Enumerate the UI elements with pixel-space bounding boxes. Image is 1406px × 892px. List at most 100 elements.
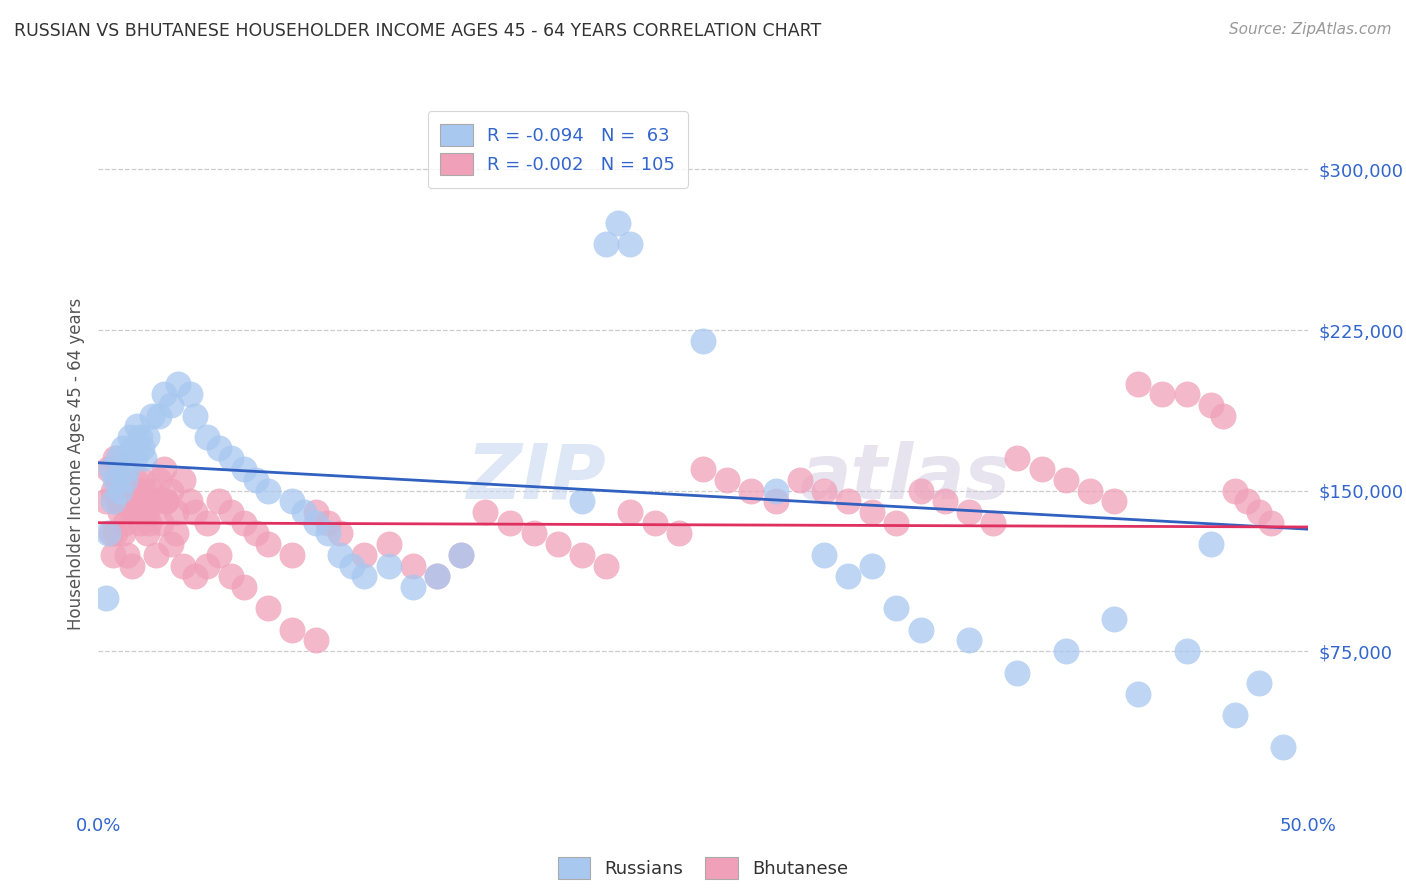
Point <box>101 548 124 562</box>
Point <box>1199 537 1222 551</box>
Point <box>172 473 194 487</box>
Text: RUSSIAN VS BHUTANESE HOUSEHOLDER INCOME AGES 45 - 64 YEARS CORRELATION CHART: RUSSIAN VS BHUTANESE HOUSEHOLDER INCOME … <box>14 22 821 40</box>
Point <box>184 409 207 423</box>
Point <box>94 494 117 508</box>
Point <box>1175 644 1198 658</box>
Point <box>692 462 714 476</box>
Point <box>100 462 122 476</box>
Point <box>131 473 153 487</box>
Point <box>208 494 231 508</box>
Point <box>131 441 153 455</box>
Point <box>184 505 207 519</box>
Point <box>121 558 143 573</box>
Point <box>208 548 231 562</box>
Point <box>547 537 569 551</box>
Point <box>1249 505 1271 519</box>
Point <box>108 494 131 508</box>
Point <box>692 334 714 348</box>
Point <box>256 537 278 551</box>
Point <box>195 558 218 573</box>
Point <box>160 398 183 412</box>
Point <box>1078 483 1101 498</box>
Point <box>184 569 207 583</box>
Point <box>179 494 201 508</box>
Point <box>124 451 146 466</box>
Point <box>498 516 520 530</box>
Point <box>329 548 352 562</box>
Text: atlas: atlas <box>800 441 1011 515</box>
Point <box>107 451 129 466</box>
Point <box>118 483 141 498</box>
Point <box>127 419 149 434</box>
Point <box>281 548 304 562</box>
Point <box>1260 516 1282 530</box>
Point <box>426 569 449 583</box>
Point <box>145 548 167 562</box>
Point <box>165 526 187 541</box>
Point <box>232 462 254 476</box>
Point <box>740 483 762 498</box>
Point <box>571 494 593 508</box>
Point <box>141 409 163 423</box>
Point <box>245 473 267 487</box>
Point <box>111 473 134 487</box>
Point <box>117 494 139 508</box>
Point <box>981 516 1004 530</box>
Point <box>595 237 617 252</box>
Point <box>107 473 129 487</box>
Point <box>934 494 956 508</box>
Point <box>104 473 127 487</box>
Point <box>141 494 163 508</box>
Point <box>426 569 449 583</box>
Y-axis label: Householder Income Ages 45 - 64 years: Householder Income Ages 45 - 64 years <box>66 298 84 630</box>
Point <box>305 516 328 530</box>
Point <box>155 494 177 508</box>
Point <box>402 558 425 573</box>
Point <box>117 548 139 562</box>
Point <box>644 516 666 530</box>
Point <box>152 462 174 476</box>
Point <box>837 494 859 508</box>
Point <box>155 494 177 508</box>
Point <box>910 483 932 498</box>
Point <box>195 516 218 530</box>
Point <box>523 526 546 541</box>
Point <box>789 473 811 487</box>
Point <box>114 473 136 487</box>
Point <box>148 473 170 487</box>
Point <box>886 516 908 530</box>
Point <box>619 505 641 519</box>
Point <box>860 558 883 573</box>
Point <box>128 516 150 530</box>
Point <box>111 441 134 455</box>
Point <box>118 430 141 444</box>
Point <box>104 526 127 541</box>
Point <box>1236 494 1258 508</box>
Point <box>165 505 187 519</box>
Point <box>1128 376 1150 391</box>
Point <box>595 558 617 573</box>
Point <box>1128 687 1150 701</box>
Point <box>127 505 149 519</box>
Legend: Russians, Bhutanese: Russians, Bhutanese <box>551 850 855 886</box>
Point <box>104 451 127 466</box>
Point <box>160 537 183 551</box>
Point <box>281 494 304 508</box>
Point <box>765 483 787 498</box>
Point <box>281 623 304 637</box>
Point <box>957 633 980 648</box>
Point <box>571 548 593 562</box>
Point <box>111 526 134 541</box>
Point <box>342 558 364 573</box>
Point <box>221 569 243 583</box>
Point <box>232 580 254 594</box>
Point <box>1031 462 1053 476</box>
Point <box>143 494 166 508</box>
Point <box>221 451 243 466</box>
Point <box>141 483 163 498</box>
Point <box>813 548 835 562</box>
Point <box>127 494 149 508</box>
Point <box>1007 665 1029 680</box>
Point <box>316 516 339 530</box>
Point <box>97 526 120 541</box>
